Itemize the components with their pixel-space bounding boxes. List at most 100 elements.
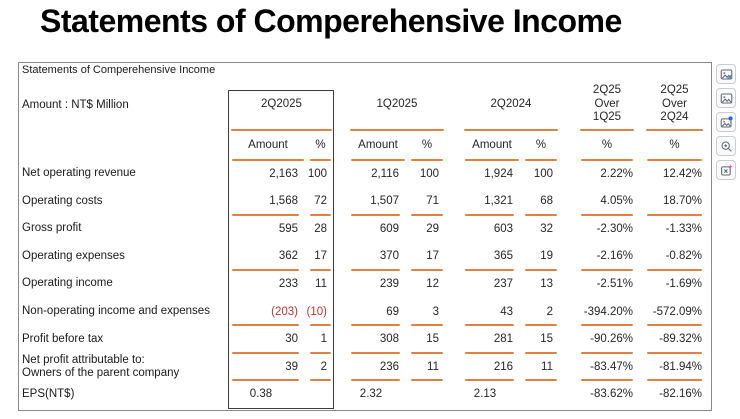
cell-value: (10) xyxy=(307,298,334,326)
row-label: Non-operating income and expenses xyxy=(22,305,210,317)
row-label: Operating expenses xyxy=(22,249,125,262)
cell-value: 4.05% xyxy=(578,188,636,216)
cell-value xyxy=(307,380,334,408)
visual-search-icon xyxy=(720,115,733,129)
cell-value: 308 xyxy=(348,325,408,354)
image-extract-button[interactable] xyxy=(716,160,736,180)
income-statement-table: Statements of Comperehensive Income Amou… xyxy=(18,62,712,411)
cell-value: 239 xyxy=(379,277,399,290)
cell-value: 15 xyxy=(408,325,446,354)
cell-value xyxy=(408,380,446,408)
zoom-in-icon xyxy=(720,140,733,153)
column-header: % xyxy=(307,130,334,161)
table-caption: Statements of Comperehensive Income xyxy=(22,64,216,76)
visual-search-button[interactable] xyxy=(716,112,736,132)
cell-value: 68 xyxy=(522,188,560,216)
cell-value: 603 xyxy=(493,222,513,235)
cell-value: -2.51% xyxy=(596,277,633,290)
side-toolbar xyxy=(716,64,736,180)
cell-value: -0.82% xyxy=(644,243,705,271)
cell-value: -1.33% xyxy=(665,222,702,235)
column-header: Amount xyxy=(462,130,522,161)
cell-value: 43 xyxy=(462,298,522,326)
cell-value: 236 xyxy=(348,353,408,381)
cell-value: -2.16% xyxy=(578,243,636,271)
cell-value: (203) xyxy=(229,298,307,326)
row-label: EPS(NT$) xyxy=(22,387,75,400)
cell-value: 2,116 xyxy=(371,167,399,180)
table-grid: Amount : NT$ Million 2Q2025 1Q2025 2Q2024 2Q… xyxy=(19,79,711,408)
cell-value: 12.42% xyxy=(662,167,702,180)
cell-value: -82.16% xyxy=(659,388,702,401)
cell-value: 362 xyxy=(229,243,307,271)
page-title: Statements of Comperehensive Income xyxy=(40,3,622,39)
cell-value: 39 xyxy=(229,353,307,381)
column-header: Amount xyxy=(348,130,408,161)
period-header: 2Q2025 xyxy=(229,79,334,131)
unit-label: Amount : NT$ Million xyxy=(22,98,129,111)
cell-value: 18.70% xyxy=(644,188,705,216)
image-extract-icon xyxy=(720,163,733,177)
cell-value: 2 xyxy=(307,353,334,381)
cell-value: 11 xyxy=(408,353,446,381)
cell-value: 1,924 xyxy=(484,167,513,180)
period-header: 2Q2024 xyxy=(462,79,560,131)
cell-value: 237 xyxy=(493,277,513,290)
cell-value: 281 xyxy=(462,325,522,354)
column-header: % xyxy=(578,130,636,161)
cell-value: 11 xyxy=(522,353,560,381)
cell-value: 1,507 xyxy=(348,188,408,216)
cell-value: 72 xyxy=(307,188,334,216)
cell-value: 2.13 xyxy=(473,388,497,401)
row-label: Operating income xyxy=(22,277,113,290)
cell-value: 365 xyxy=(462,243,522,271)
cell-value: 12 xyxy=(426,277,439,290)
period-header: 2Q25 Over 2Q24 xyxy=(644,79,705,131)
cell-value: 19 xyxy=(522,243,560,271)
column-header: % xyxy=(408,130,446,161)
column-header: % xyxy=(644,130,705,161)
edit-image-button[interactable] xyxy=(716,64,736,84)
column-header: % xyxy=(522,130,560,161)
cell-value: -81.94% xyxy=(644,353,705,381)
row-label: Net operating revenue xyxy=(22,167,136,180)
row-label: Operating costs xyxy=(22,194,103,207)
image-icon xyxy=(720,92,733,105)
cell-value: 2 xyxy=(522,298,560,326)
cell-value: -83.62% xyxy=(590,388,633,401)
cell-value: 69 xyxy=(348,298,408,326)
cell-value: 0.38 xyxy=(249,388,273,401)
row-label: Net profit attributable to: Owners of th… xyxy=(22,353,180,379)
cell-value: 100 xyxy=(307,167,327,180)
column-header: Amount xyxy=(229,130,307,161)
cell-value: -90.26% xyxy=(578,325,636,354)
period-header: 1Q2025 xyxy=(348,79,446,131)
cell-value: -2.30% xyxy=(596,222,633,235)
image-button[interactable] xyxy=(716,88,736,108)
cell-value: -1.69% xyxy=(665,277,702,290)
cell-value: 13 xyxy=(540,277,553,290)
cell-value: 216 xyxy=(462,353,522,381)
cell-value: 17 xyxy=(408,243,446,271)
cell-value: 100 xyxy=(419,167,439,180)
cell-value: -394.20% xyxy=(578,298,636,326)
cell-value xyxy=(522,380,560,408)
cell-value: 595 xyxy=(278,222,298,235)
cell-value: 1 xyxy=(307,325,334,354)
cell-value: 71 xyxy=(408,188,446,216)
zoom-in-button[interactable] xyxy=(716,136,736,156)
row-label: Gross profit xyxy=(22,222,82,235)
cell-value: 32 xyxy=(540,222,553,235)
cell-value: -89.32% xyxy=(644,325,705,354)
cell-value: 609 xyxy=(379,222,399,235)
cell-value: 11 xyxy=(315,277,327,290)
cell-value: 233 xyxy=(278,277,298,290)
cell-value: 17 xyxy=(307,243,334,271)
period-header: 2Q25 Over 1Q25 xyxy=(578,79,636,131)
cell-value: 370 xyxy=(348,243,408,271)
cell-value: 28 xyxy=(314,222,327,235)
cell-value: 1,568 xyxy=(229,188,307,216)
cell-value: 29 xyxy=(426,222,439,235)
edit-image-icon xyxy=(720,68,733,81)
cell-value: 3 xyxy=(408,298,446,326)
